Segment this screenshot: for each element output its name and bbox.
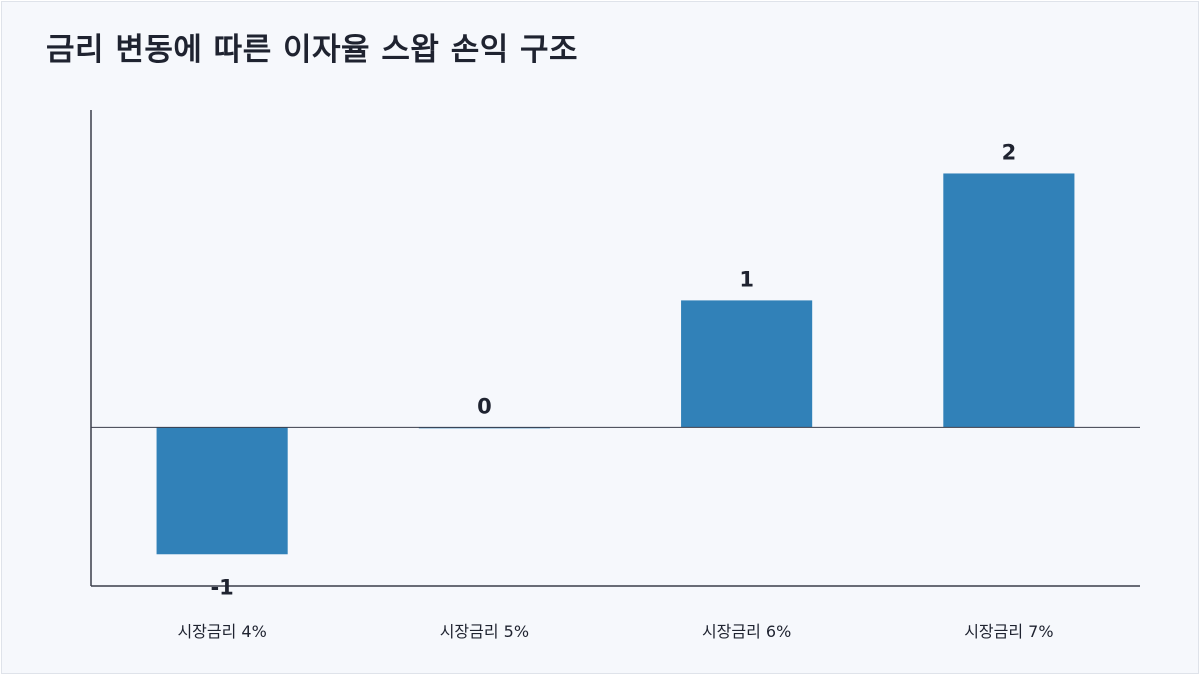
data-label-1: -1 — [210, 575, 233, 599]
bar-4 — [943, 173, 1075, 428]
x-tick-label-1: 시장금리 4% — [177, 622, 266, 641]
data-label-3: 1 — [739, 267, 754, 291]
bar-1 — [156, 427, 288, 555]
bars-layer — [156, 173, 1075, 555]
data-label-4: 2 — [1002, 140, 1017, 164]
data-label-2: 0 — [477, 394, 492, 418]
x-tick-label-4: 시장금리 7% — [964, 622, 1053, 641]
x-tick-label-2: 시장금리 5% — [440, 622, 529, 641]
chart-title: 금리 변동에 따른 이자율 스왑 손익 구조 — [46, 32, 579, 68]
bar-3 — [681, 300, 813, 428]
labels-layer: -1 시장금리 4% 0 시장금리 5% 1 시장금리 6% 2 시장금리 7% — [177, 140, 1053, 641]
x-tick-label-3: 시장금리 6% — [702, 622, 791, 641]
